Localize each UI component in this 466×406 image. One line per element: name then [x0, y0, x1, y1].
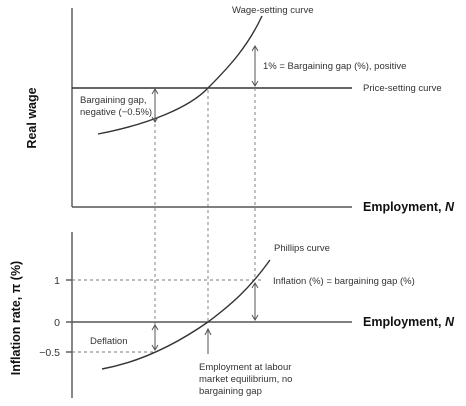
tick-label-1: 1: [54, 275, 60, 287]
negative-gap-arrow: [151, 88, 159, 123]
negative-gap-label-line1: Bargaining gap,: [80, 95, 147, 106]
bottom-x-axis-label: Employment, N: [363, 315, 455, 329]
bottom-y-axis-label: Inflation rate, π (%): [9, 261, 23, 375]
top-panel: Real wage Employment, N Price-setting cu…: [25, 5, 455, 214]
wage-setting-curve: [97, 15, 263, 135]
equilibrium-arrow: [204, 327, 212, 354]
deflation-arrow: [151, 324, 159, 351]
equilibrium-label-line3: bargaining gap: [199, 386, 262, 397]
inflation-label: Inflation (%) = bargaining gap (%): [273, 276, 415, 287]
negative-gap-label-line2: negative (−0.5%): [80, 107, 152, 118]
phillips-curve-label: Phillips curve: [274, 243, 330, 254]
inflation-gap-arrow: [251, 282, 259, 321]
bottom-panel: Inflation rate, π (%) Employment, N 1 0 …: [9, 232, 455, 398]
phillips-curve: [101, 259, 271, 370]
tick-label-0: 0: [54, 317, 60, 329]
top-x-axis-label: Employment, N: [363, 200, 455, 214]
positive-gap-arrow: [251, 45, 259, 87]
positive-gap-label: 1% = Bargaining gap (%), positive: [263, 61, 406, 72]
deflation-label: Deflation: [90, 336, 128, 347]
tick-label-neg-half: −0.5: [39, 347, 60, 359]
equilibrium-label-line1: Employment at labour: [199, 362, 291, 373]
wage-setting-curve-label: Wage-setting curve: [232, 5, 314, 16]
top-y-axis-label: Real wage: [25, 87, 39, 148]
price-setting-curve-label: Price-setting curve: [363, 83, 442, 94]
equilibrium-label-line2: market equilibrium, no: [199, 374, 292, 385]
